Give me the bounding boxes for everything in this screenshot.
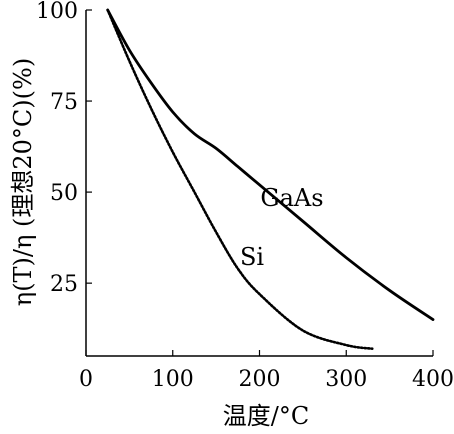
series-labels: GaAs Si — [240, 184, 324, 271]
series-label-gaas: GaAs — [260, 184, 323, 212]
x-tick-label: 400 — [412, 367, 454, 392]
y-tick-label: 100 — [36, 0, 78, 24]
x-tick-label: 200 — [239, 367, 281, 392]
series-lines — [106, 8, 435, 351]
y-tick-label: 75 — [50, 90, 78, 115]
y-axis-title: η(T)/η (理想20°C)(%) — [9, 58, 37, 306]
y-tick-label: 50 — [50, 181, 78, 206]
series-label-si: Si — [240, 243, 264, 271]
series-line-si — [106, 8, 374, 351]
x-tick-label: 0 — [79, 367, 93, 392]
x-tick-label: 300 — [325, 367, 367, 392]
series-line-gaas — [106, 8, 435, 321]
axes — [85, 9, 434, 357]
tick-labels: 0 100 200 300 400 25 50 75 100 — [36, 0, 454, 392]
x-tick-label: 100 — [152, 367, 194, 392]
x-axis-title: 温度/°C — [223, 402, 309, 430]
y-tick-label: 25 — [50, 272, 78, 297]
